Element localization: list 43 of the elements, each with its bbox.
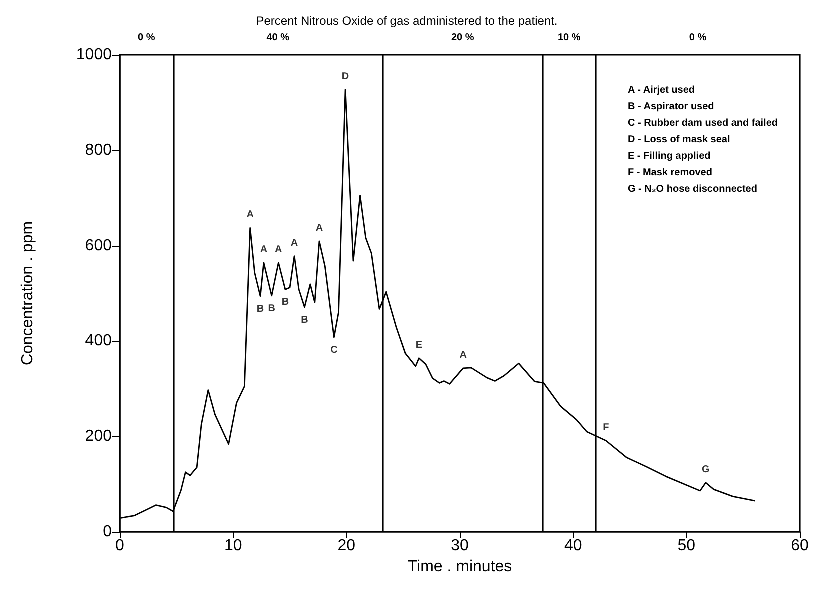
annotation: G [702,464,710,476]
annotation: D [342,71,350,82]
annotation: B - Aspirator used [628,101,714,112]
x-tick-label: 60 [791,538,809,554]
x-tick-label: 10 [224,538,242,554]
text: 20 % [451,32,474,44]
y-tick-label: 0 [103,524,112,540]
annotation: A [290,238,298,249]
x-tick-label: 50 [678,538,696,554]
annotation: A [260,244,268,256]
y-tick-label: 1000 [76,46,112,64]
x-tick-label: 20 [338,538,356,554]
annotation: B [282,297,290,308]
y-axis-title: Concentration . ppm [20,221,36,366]
annotation: B [301,314,308,326]
annotation: B [256,304,264,315]
annotation: A [460,350,468,361]
annotation: A [316,223,324,234]
y-tick-label: 200 [85,428,112,446]
text: 0 % [689,32,707,44]
annotation: E [416,340,423,351]
y-tick-label: 600 [85,237,112,254]
annotation: C - Rubber dam used and failed [628,118,778,129]
text: 0 % [138,32,156,44]
x-tick-label: 30 [451,538,469,554]
annotation: A [275,244,282,256]
annotation: B [268,303,276,314]
chart-title: Percent Nitrous Oxide of gas administered to the patient. [256,14,558,28]
text: 10 % [558,32,581,44]
annotation: D - Loss of mask seal [628,134,730,146]
x-tick-label: 40 [564,538,582,554]
y-tick-label: 400 [85,332,112,350]
annotation: F [603,422,610,434]
annotation: A [246,210,254,221]
x-tick-label: 0 [116,538,125,554]
text: 40 % [266,32,290,44]
x-axis-title: Time . minutes [408,558,512,576]
annotation: A - Airjet used [628,84,696,96]
annotation: G - N₂O hose disconnected [628,184,758,195]
annotation: C [330,344,338,356]
annotation: F - Mask removed [628,167,712,178]
y-tick-label: 800 [85,142,112,159]
annotation: E - Filling applied [628,150,711,162]
